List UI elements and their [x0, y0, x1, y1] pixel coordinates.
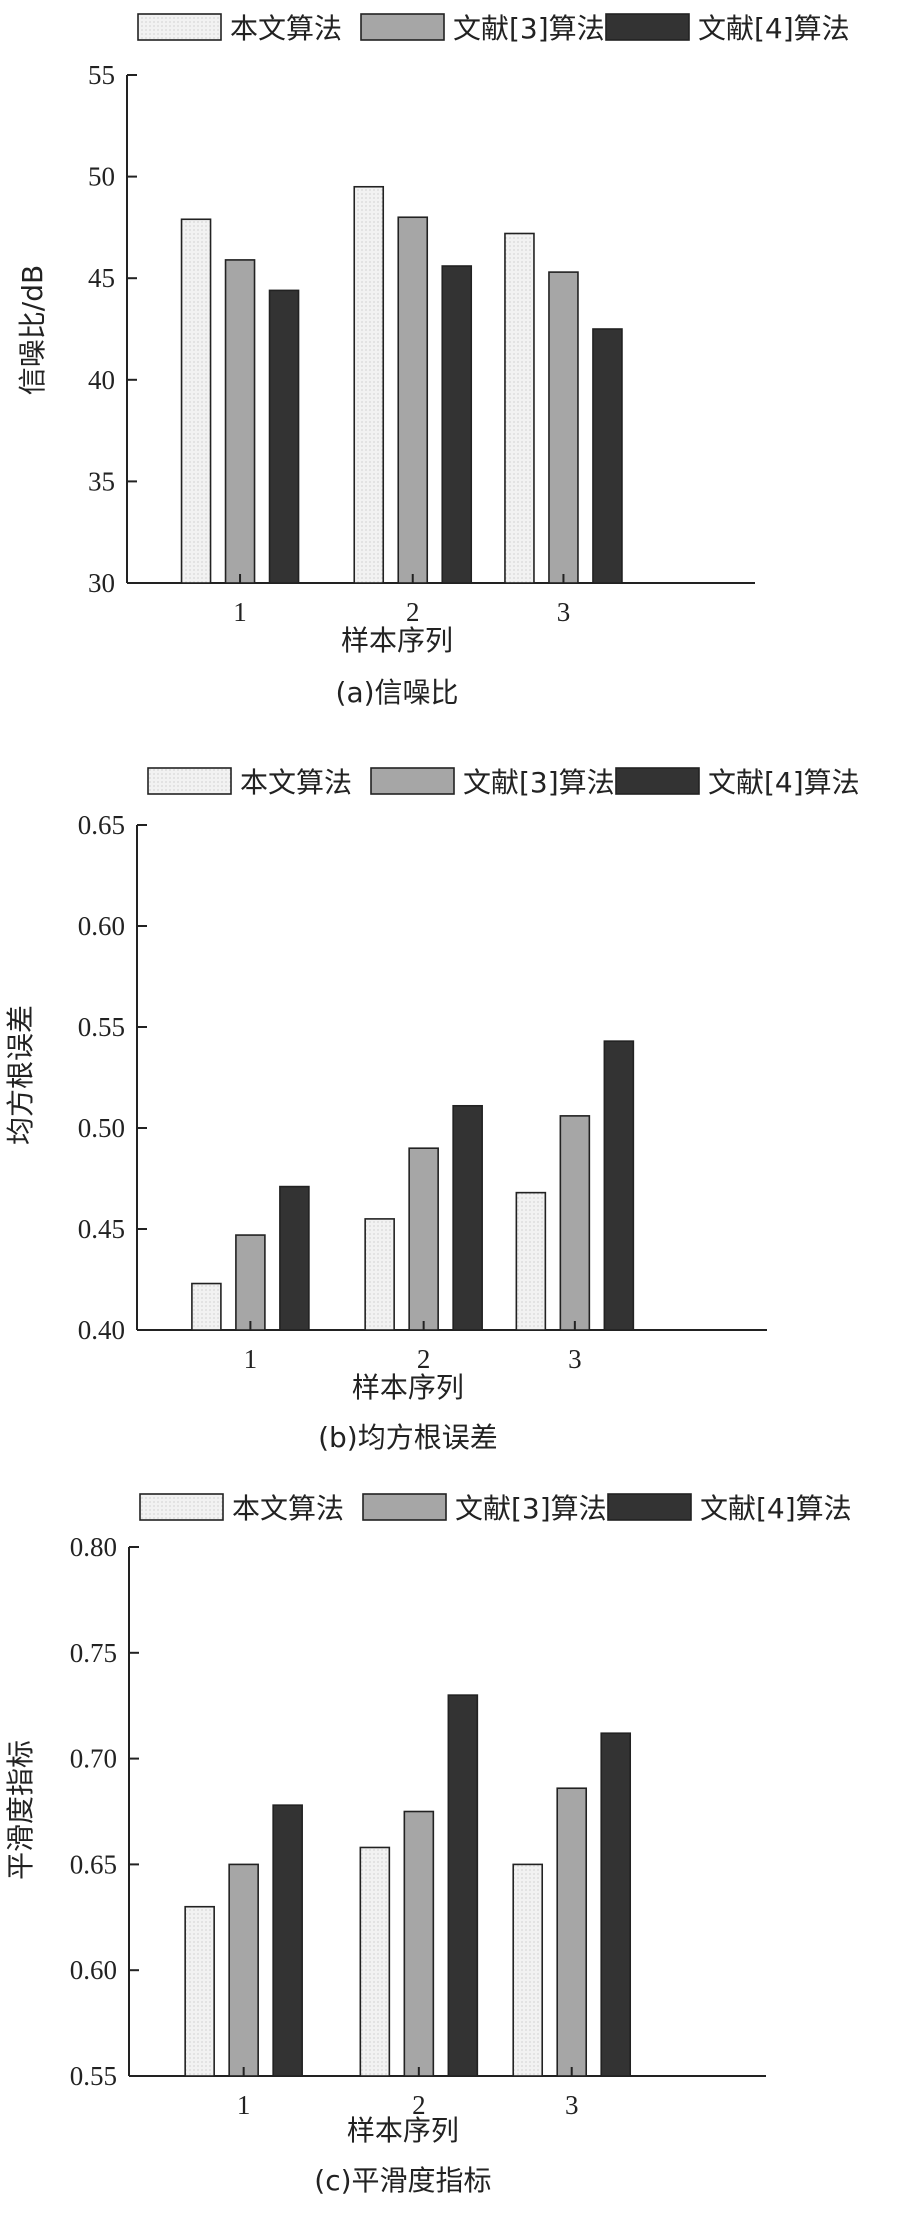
- y-tick-label: 0.65: [70, 1849, 117, 1879]
- bar-s1-c1: [180, 218, 212, 584]
- y-tick-label: 0.70: [70, 1744, 117, 1774]
- bar-s3-c3: [600, 1732, 632, 2077]
- legend-label-1: 本文算法: [230, 12, 342, 45]
- x-tick-label: 2: [406, 597, 420, 627]
- legend-label-2: 文献[3]算法: [463, 766, 615, 799]
- x-axis-title: 样本序列: [341, 624, 453, 657]
- chart-panel-2: 本文算法 文献[3]算法 文献[4]算法 0.40 0.45 0.50 0.55 0.60 0.…: [4, 766, 860, 1454]
- legend-swatch-3: [605, 13, 690, 41]
- bar-s1-c1: [184, 1905, 215, 2077]
- bar-s1-c3: [512, 1863, 544, 2077]
- bar-s2-c2: [397, 216, 429, 584]
- figure-caption: (c)平滑度指标: [314, 2164, 491, 2197]
- bar-s3-c1: [268, 289, 300, 584]
- y-tick-label: 35: [88, 466, 115, 496]
- bar-s1-c2: [353, 185, 385, 584]
- bar-s1-c3: [515, 1191, 547, 1331]
- x-tick-label: 1: [237, 2090, 251, 2120]
- x-tick-label: 1: [233, 597, 247, 627]
- bar-s2-c1: [224, 259, 256, 584]
- bar-s2-c3: [559, 1115, 591, 1331]
- legend-swatch-3: [607, 1493, 692, 1521]
- figure-caption: (b)均方根误差: [318, 1421, 498, 1454]
- legend: 本文算法 文献[3]算法 文献[4]算法: [139, 1492, 852, 1525]
- x-tick-label: 2: [412, 2090, 426, 2120]
- x-tick-label: 3: [557, 597, 571, 627]
- bar-s3-c3: [592, 328, 623, 584]
- y-tick-label: 45: [88, 263, 115, 293]
- y-tick-label: 40: [88, 365, 115, 395]
- bar-s2-c2: [408, 1147, 439, 1331]
- y-tick-label: 30: [88, 568, 115, 598]
- bar-s1-c1: [191, 1282, 222, 1331]
- bar-s2-c3: [556, 1787, 588, 2077]
- y-tick-label: 0.60: [70, 1955, 117, 1985]
- legend-label-1: 本文算法: [232, 1492, 344, 1525]
- y-tick-label: 0.55: [78, 1012, 125, 1042]
- bar-s1-c2: [359, 1846, 391, 2077]
- bar-s3-c2: [441, 265, 473, 584]
- legend: 本文算法 文献[3]算法 文献[4]算法: [137, 12, 850, 45]
- y-tick-label: 0.75: [70, 1638, 117, 1668]
- legend-label-2: 文献[3]算法: [453, 12, 605, 45]
- y-tick-label: 0.55: [70, 2061, 117, 2091]
- y-tick-label: 0.50: [78, 1113, 125, 1143]
- x-tick-label: 3: [568, 1344, 582, 1374]
- y-tick-label: 50: [88, 162, 115, 192]
- bar-s3-c1: [279, 1185, 310, 1331]
- y-tick-label: 0.60: [78, 911, 125, 941]
- x-tick-label: 1: [244, 1344, 258, 1374]
- bar-s3-c2: [447, 1694, 479, 2077]
- chart-panel-1: 本文算法 文献[3]算法 文献[4]算法 30 35 40 45 50 55 1 2 3 样本序列 信噪比…: [16, 12, 850, 709]
- legend-swatch-1: [147, 767, 232, 795]
- legend-swatch-2: [362, 1493, 447, 1521]
- legend-label-3: 文献[4]算法: [700, 1492, 852, 1525]
- y-tick-label: 55: [88, 60, 115, 90]
- bar-s3-c3: [603, 1040, 635, 1331]
- legend-label-3: 文献[4]算法: [708, 766, 860, 799]
- bar-s1-c2: [364, 1218, 395, 1331]
- y-axis-title: 平滑度指标: [4, 1740, 37, 1880]
- x-axis-title: 样本序列: [347, 2114, 459, 2147]
- figure-caption: (a)信噪比: [336, 676, 459, 709]
- bar-s2-c2: [403, 1810, 435, 2077]
- y-axis-title: 信噪比/dB: [16, 265, 49, 395]
- legend-label-2: 文献[3]算法: [455, 1492, 607, 1525]
- bar-s3-c1: [272, 1804, 303, 2077]
- legend-swatch-2: [360, 13, 445, 41]
- bar-s1-c3: [504, 232, 535, 584]
- x-tick-label: 2: [417, 1344, 431, 1374]
- bar-s2-c3: [548, 271, 579, 584]
- chart-panel-3: 本文算法 文献[3]算法 文献[4]算法 0.55 0.60 0.65 0.70 0.75 0.…: [4, 1492, 852, 2197]
- legend-swatch-2: [370, 767, 455, 795]
- bar-s3-c2: [452, 1104, 483, 1331]
- bar-s2-c1: [228, 1863, 259, 2077]
- legend: 本文算法 文献[3]算法 文献[4]算法: [147, 766, 860, 799]
- bar-s2-c1: [235, 1234, 266, 1331]
- legend-label-1: 本文算法: [240, 766, 352, 799]
- y-axis-title: 均方根误差: [4, 1005, 37, 1145]
- y-tick-label: 0.80: [70, 1532, 117, 1562]
- y-tick-label: 0.65: [78, 810, 125, 840]
- legend-swatch-1: [137, 13, 222, 41]
- legend-swatch-1: [139, 1493, 224, 1521]
- x-axis-title: 样本序列: [352, 1371, 464, 1404]
- legend-swatch-3: [615, 767, 700, 795]
- y-tick-label: 0.45: [78, 1214, 125, 1244]
- x-tick-label: 3: [565, 2090, 579, 2120]
- legend-label-3: 文献[4]算法: [698, 12, 850, 45]
- y-tick-label: 0.40: [78, 1315, 125, 1345]
